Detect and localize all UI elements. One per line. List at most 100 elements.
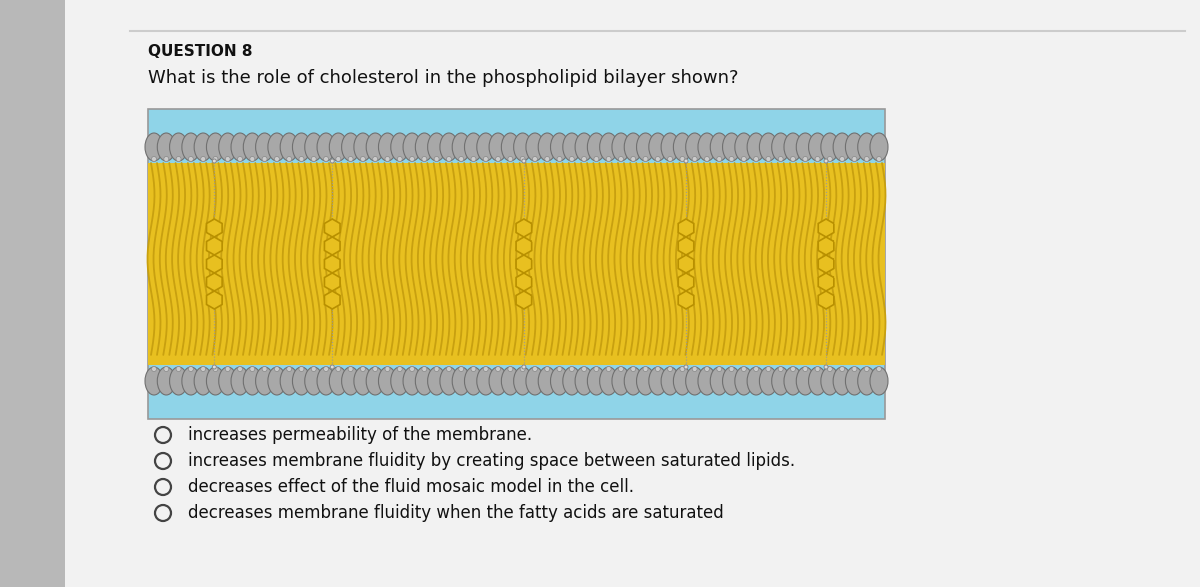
Ellipse shape — [539, 367, 557, 395]
Polygon shape — [678, 291, 694, 309]
Circle shape — [212, 366, 218, 372]
Ellipse shape — [722, 133, 740, 161]
Ellipse shape — [870, 367, 888, 395]
Ellipse shape — [821, 133, 839, 161]
Ellipse shape — [452, 133, 470, 161]
Ellipse shape — [710, 367, 728, 395]
Circle shape — [330, 365, 335, 369]
Circle shape — [262, 157, 268, 161]
Ellipse shape — [722, 367, 740, 395]
Circle shape — [791, 157, 796, 161]
Polygon shape — [324, 273, 340, 291]
Ellipse shape — [797, 133, 815, 161]
Ellipse shape — [403, 367, 421, 395]
Circle shape — [397, 366, 402, 372]
Ellipse shape — [772, 133, 790, 161]
Ellipse shape — [784, 367, 802, 395]
Circle shape — [815, 366, 820, 372]
Polygon shape — [678, 237, 694, 255]
Ellipse shape — [612, 133, 630, 161]
Polygon shape — [206, 255, 222, 273]
Circle shape — [852, 157, 857, 161]
Circle shape — [496, 366, 500, 372]
Circle shape — [238, 157, 242, 161]
Circle shape — [200, 366, 205, 372]
Ellipse shape — [858, 367, 876, 395]
Circle shape — [520, 366, 526, 372]
Circle shape — [373, 157, 378, 161]
Ellipse shape — [734, 133, 752, 161]
Polygon shape — [516, 273, 532, 291]
Ellipse shape — [268, 133, 286, 161]
Circle shape — [446, 157, 451, 161]
Ellipse shape — [206, 133, 224, 161]
Circle shape — [360, 157, 365, 161]
Polygon shape — [206, 219, 222, 237]
Polygon shape — [324, 255, 340, 273]
Circle shape — [470, 366, 476, 372]
Circle shape — [704, 366, 709, 372]
Circle shape — [704, 157, 709, 161]
Circle shape — [631, 157, 636, 161]
Circle shape — [287, 157, 292, 161]
Polygon shape — [818, 273, 834, 291]
Ellipse shape — [440, 367, 458, 395]
Ellipse shape — [575, 133, 593, 161]
Polygon shape — [324, 237, 340, 255]
Ellipse shape — [391, 367, 409, 395]
Circle shape — [484, 366, 488, 372]
Circle shape — [827, 157, 833, 161]
Circle shape — [655, 366, 660, 372]
Ellipse shape — [514, 367, 532, 395]
Ellipse shape — [354, 133, 372, 161]
Circle shape — [163, 157, 169, 161]
Ellipse shape — [415, 367, 433, 395]
Circle shape — [667, 366, 673, 372]
Circle shape — [557, 157, 562, 161]
Text: What is the role of cholesterol in the phospholipid bilayer shown?: What is the role of cholesterol in the p… — [148, 69, 738, 87]
Ellipse shape — [846, 367, 864, 395]
Ellipse shape — [575, 367, 593, 395]
Ellipse shape — [293, 367, 311, 395]
Circle shape — [348, 366, 353, 372]
Ellipse shape — [169, 367, 187, 395]
Circle shape — [803, 366, 808, 372]
Polygon shape — [818, 219, 834, 237]
Ellipse shape — [476, 133, 494, 161]
Ellipse shape — [194, 367, 212, 395]
Ellipse shape — [772, 367, 790, 395]
Ellipse shape — [244, 367, 262, 395]
Ellipse shape — [366, 367, 384, 395]
Circle shape — [557, 366, 562, 372]
Circle shape — [716, 366, 721, 372]
Ellipse shape — [476, 367, 494, 395]
Circle shape — [458, 366, 463, 372]
Circle shape — [692, 366, 697, 372]
Circle shape — [684, 365, 688, 369]
Circle shape — [618, 157, 624, 161]
Ellipse shape — [378, 133, 396, 161]
Ellipse shape — [809, 367, 827, 395]
Ellipse shape — [661, 367, 679, 395]
Ellipse shape — [685, 367, 703, 395]
Circle shape — [151, 366, 156, 372]
Ellipse shape — [157, 133, 175, 161]
Ellipse shape — [268, 367, 286, 395]
Ellipse shape — [526, 133, 544, 161]
Circle shape — [730, 366, 734, 372]
Ellipse shape — [366, 133, 384, 161]
Ellipse shape — [833, 367, 851, 395]
FancyBboxPatch shape — [148, 163, 886, 365]
Ellipse shape — [870, 133, 888, 161]
Ellipse shape — [661, 133, 679, 161]
Ellipse shape — [734, 367, 752, 395]
Circle shape — [434, 157, 439, 161]
Circle shape — [287, 366, 292, 372]
Ellipse shape — [698, 367, 716, 395]
Circle shape — [754, 157, 758, 161]
Ellipse shape — [490, 133, 508, 161]
Ellipse shape — [169, 133, 187, 161]
Circle shape — [643, 157, 648, 161]
Ellipse shape — [649, 133, 667, 161]
Circle shape — [275, 366, 280, 372]
